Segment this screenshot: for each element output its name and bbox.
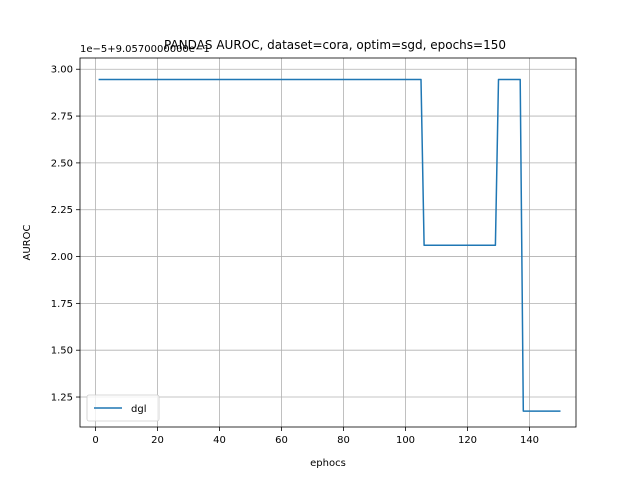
legend-label-dgl: dgl <box>131 404 146 415</box>
x-tick-label: 60 <box>275 435 288 446</box>
series-lines <box>98 78 561 412</box>
x-tick-label: 100 <box>396 435 415 446</box>
y-tick-label: 2.00 <box>51 252 73 263</box>
grid-lines <box>80 58 576 427</box>
y-axis-offset-label: 1e−5+9.0570000000e−1 <box>80 44 210 55</box>
x-tick-label: 20 <box>151 435 164 446</box>
plot-frame <box>79 57 577 428</box>
chart-title: PANDAS AUROC, dataset=cora, optim=sgd, e… <box>164 38 506 52</box>
series-line-dgl <box>98 78 561 412</box>
y-tick-label: 1.50 <box>51 346 73 357</box>
y-tick-label: 2.25 <box>51 205 73 216</box>
y-tick-label: 1.25 <box>51 393 73 404</box>
x-tick-label: 0 <box>92 435 98 446</box>
x-tick-label: 40 <box>213 435 226 446</box>
x-axis-label: ephocs <box>310 458 346 469</box>
x-tick-label: 80 <box>337 435 350 446</box>
y-tick-label: 2.75 <box>51 112 73 123</box>
axis-ticks: 0 20 40 60 80 100 120 140 1.25 1.50 1.75 2.00 2.25 2.… <box>51 65 539 446</box>
x-tick-label: 140 <box>520 435 539 446</box>
y-tick-label: 1.75 <box>51 299 73 310</box>
y-axis-label: AUROC <box>22 225 33 261</box>
y-tick-label: 2.50 <box>51 158 73 169</box>
legend: dgl <box>86 394 160 422</box>
y-tick-label: 3.00 <box>51 65 73 76</box>
legend-box <box>86 394 160 422</box>
x-tick-label: 120 <box>458 435 477 446</box>
